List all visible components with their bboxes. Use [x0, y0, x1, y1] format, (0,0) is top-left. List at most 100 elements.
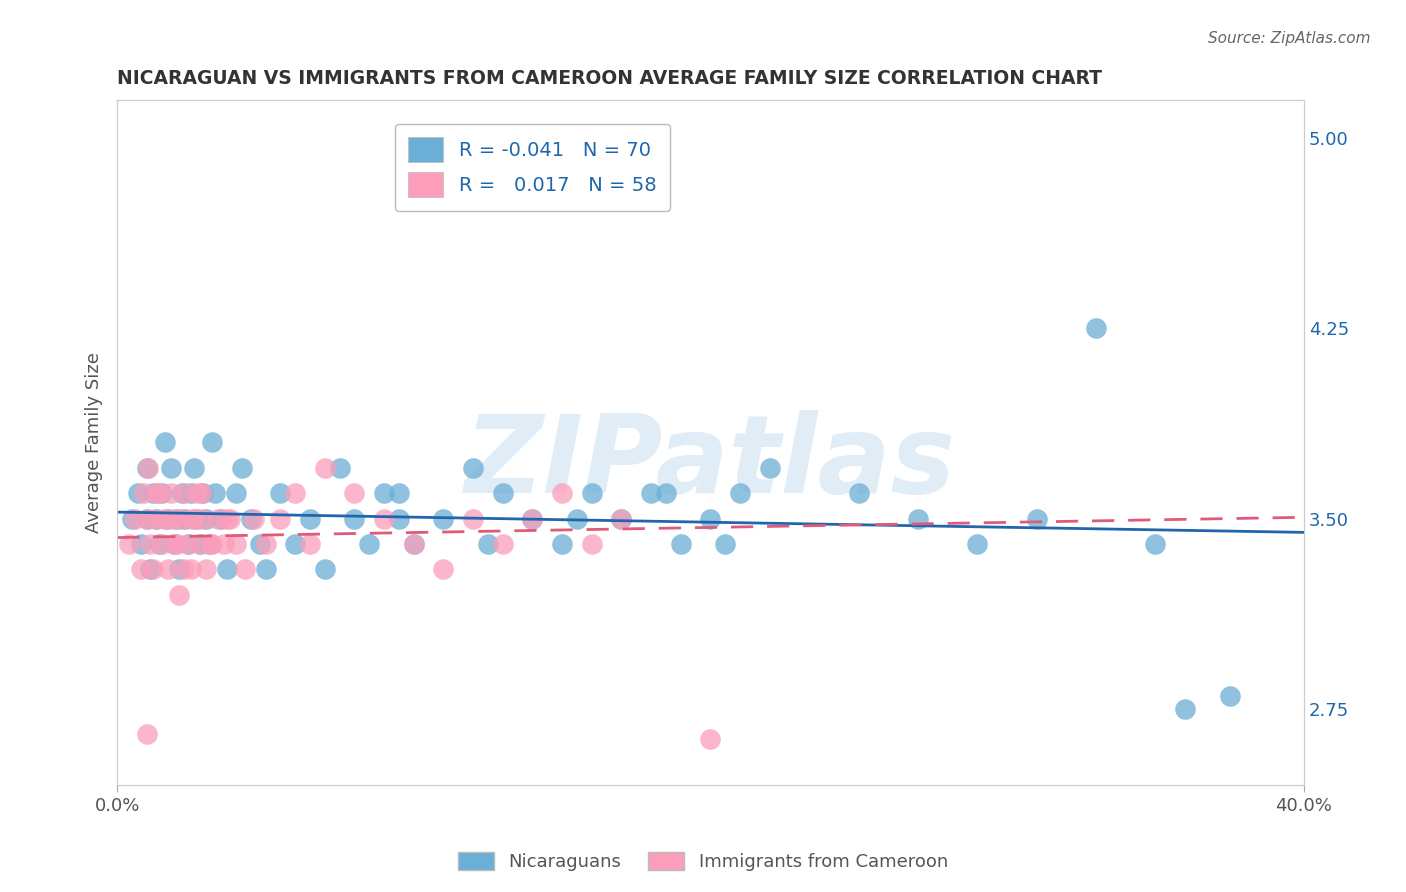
Point [284, 486, 307, 500]
Y-axis label: Average Family Size: Average Family Size [86, 352, 103, 533]
Point [159, 486, 181, 500]
Point [254, 537, 277, 551]
Point [166, 537, 188, 551]
Point [209, 511, 232, 525]
Point [522, 511, 544, 525]
Point [124, 511, 146, 525]
Point [1025, 511, 1047, 525]
Point [388, 486, 411, 500]
Point [145, 511, 167, 525]
Point [153, 435, 176, 450]
Point [231, 460, 253, 475]
Point [162, 537, 184, 551]
Point [758, 460, 780, 475]
Point [329, 460, 352, 475]
Point [522, 511, 544, 525]
Legend: Nicaraguans, Immigrants from Cameroon: Nicaraguans, Immigrants from Cameroon [450, 845, 956, 879]
Point [1219, 689, 1241, 703]
Point [127, 486, 149, 500]
Point [135, 511, 157, 525]
Point [139, 537, 162, 551]
Point [249, 537, 271, 551]
Point [129, 562, 152, 576]
Point [150, 486, 173, 500]
Point [669, 537, 692, 551]
Point [172, 511, 194, 525]
Point [153, 511, 176, 525]
Point [181, 511, 204, 525]
Text: Source: ZipAtlas.com: Source: ZipAtlas.com [1208, 31, 1371, 46]
Point [193, 486, 215, 500]
Point [551, 486, 574, 500]
Point [190, 486, 212, 500]
Point [581, 486, 603, 500]
Point [655, 486, 678, 500]
Point [186, 486, 208, 500]
Point [463, 511, 485, 525]
Point [121, 511, 143, 525]
Point [142, 562, 165, 576]
Point [907, 511, 929, 525]
Point [166, 511, 188, 525]
Point [343, 511, 366, 525]
Point [284, 537, 307, 551]
Point [314, 460, 336, 475]
Point [492, 537, 515, 551]
Point [204, 486, 226, 500]
Point [207, 511, 229, 525]
Point [155, 511, 177, 525]
Point [146, 486, 169, 500]
Point [195, 511, 218, 525]
Legend: R = -0.041   N = 70, R =   0.017   N = 58: R = -0.041 N = 70, R = 0.017 N = 58 [395, 124, 671, 211]
Point [142, 486, 165, 500]
Point [177, 537, 200, 551]
Point [159, 460, 181, 475]
Point [242, 511, 264, 525]
Point [135, 727, 157, 741]
Point [219, 511, 242, 525]
Point [180, 562, 202, 576]
Point [212, 537, 235, 551]
Point [699, 511, 721, 525]
Point [848, 486, 870, 500]
Point [129, 537, 152, 551]
Point [966, 537, 988, 551]
Point [565, 511, 588, 525]
Point [388, 511, 411, 525]
Point [298, 537, 321, 551]
Point [373, 486, 395, 500]
Point [581, 537, 603, 551]
Point [432, 562, 454, 576]
Point [139, 562, 162, 576]
Point [640, 486, 662, 500]
Point [177, 537, 200, 551]
Point [118, 537, 141, 551]
Point [148, 486, 170, 500]
Text: ZIPatlas: ZIPatlas [465, 410, 956, 516]
Point [610, 511, 633, 525]
Point [169, 588, 191, 602]
Point [225, 486, 247, 500]
Point [359, 537, 381, 551]
Point [239, 511, 262, 525]
Point [132, 486, 155, 500]
Point [373, 511, 395, 525]
Point [188, 537, 211, 551]
Point [714, 537, 737, 551]
Point [314, 562, 336, 576]
Point [201, 435, 224, 450]
Point [198, 537, 221, 551]
Point [186, 511, 208, 525]
Point [173, 562, 195, 576]
Point [298, 511, 321, 525]
Point [610, 511, 633, 525]
Point [551, 537, 574, 551]
Point [169, 562, 191, 576]
Point [215, 562, 238, 576]
Point [183, 460, 205, 475]
Point [135, 460, 157, 475]
Point [183, 511, 205, 525]
Point [432, 511, 454, 525]
Point [1174, 701, 1197, 715]
Point [728, 486, 751, 500]
